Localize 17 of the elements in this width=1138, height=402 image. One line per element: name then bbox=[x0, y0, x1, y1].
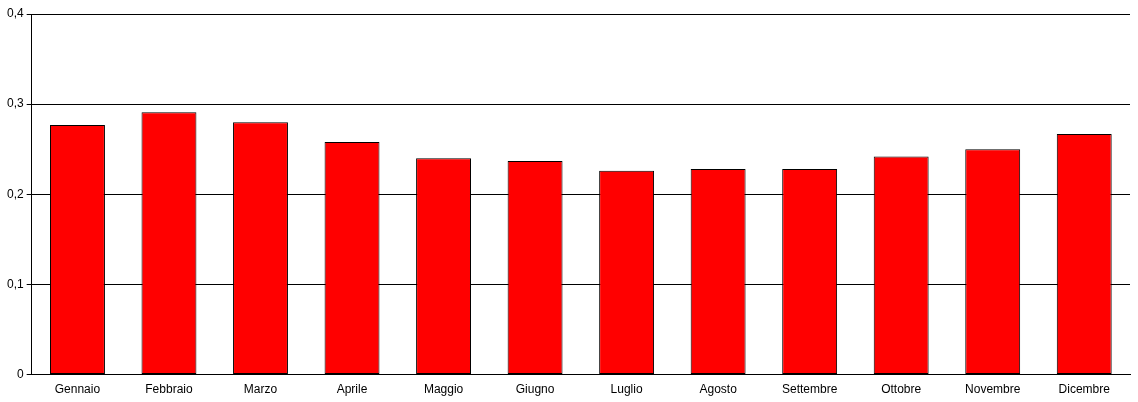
y-tick-label: 0,3 bbox=[6, 96, 24, 111]
y-tick-label: 0 bbox=[16, 366, 24, 381]
x-tick-label: Agosto bbox=[699, 382, 738, 397]
y-tick-label: 0,2 bbox=[6, 186, 24, 201]
x-tick-label: Maggio bbox=[423, 382, 464, 397]
y-tick-label: 0,4 bbox=[6, 6, 24, 21]
x-tick-label: Febbraio bbox=[145, 382, 193, 397]
x-tick-label: Aprile bbox=[336, 382, 368, 397]
x-tick-label: Marzo bbox=[243, 382, 278, 397]
x-tick-label: Ottobre bbox=[881, 382, 922, 397]
x-tick-label: Gennaio bbox=[54, 382, 101, 397]
y-tick-label: 0,1 bbox=[6, 276, 24, 291]
x-tick-label: Luglio bbox=[610, 382, 643, 397]
x-tick-label: Settembre bbox=[781, 382, 838, 397]
x-tick-label: Novembre bbox=[965, 382, 1021, 397]
x-tick-label: Giugno bbox=[515, 382, 555, 397]
x-tick-label: Dicembre bbox=[1058, 382, 1111, 397]
